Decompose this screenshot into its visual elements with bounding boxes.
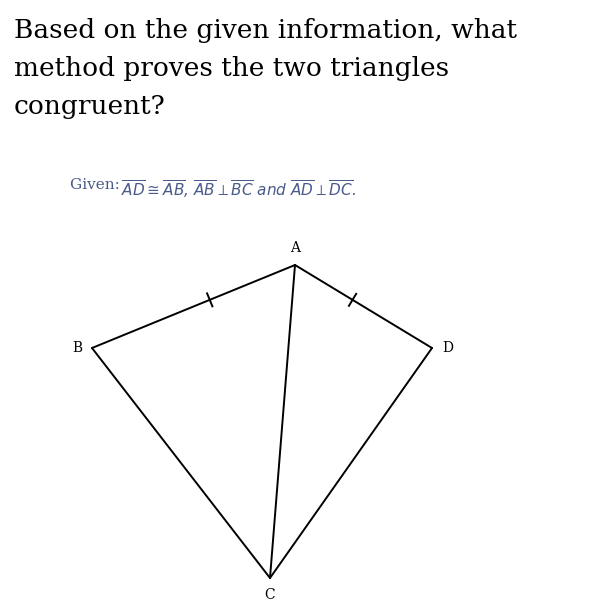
Text: C: C [265, 588, 276, 602]
Text: B: B [72, 341, 82, 355]
Text: A: A [290, 241, 300, 255]
Text: method proves the two triangles: method proves the two triangles [14, 56, 449, 81]
Text: Based on the given information, what: Based on the given information, what [14, 18, 517, 43]
Text: Given:: Given: [70, 178, 125, 192]
Text: D: D [442, 341, 453, 355]
Text: congruent?: congruent? [14, 94, 166, 119]
Text: $\overline{AD} \cong \overline{AB}$, $\overline{AB} \perp \overline{BC}$ and $\o: $\overline{AD} \cong \overline{AB}$, $\o… [121, 178, 356, 200]
